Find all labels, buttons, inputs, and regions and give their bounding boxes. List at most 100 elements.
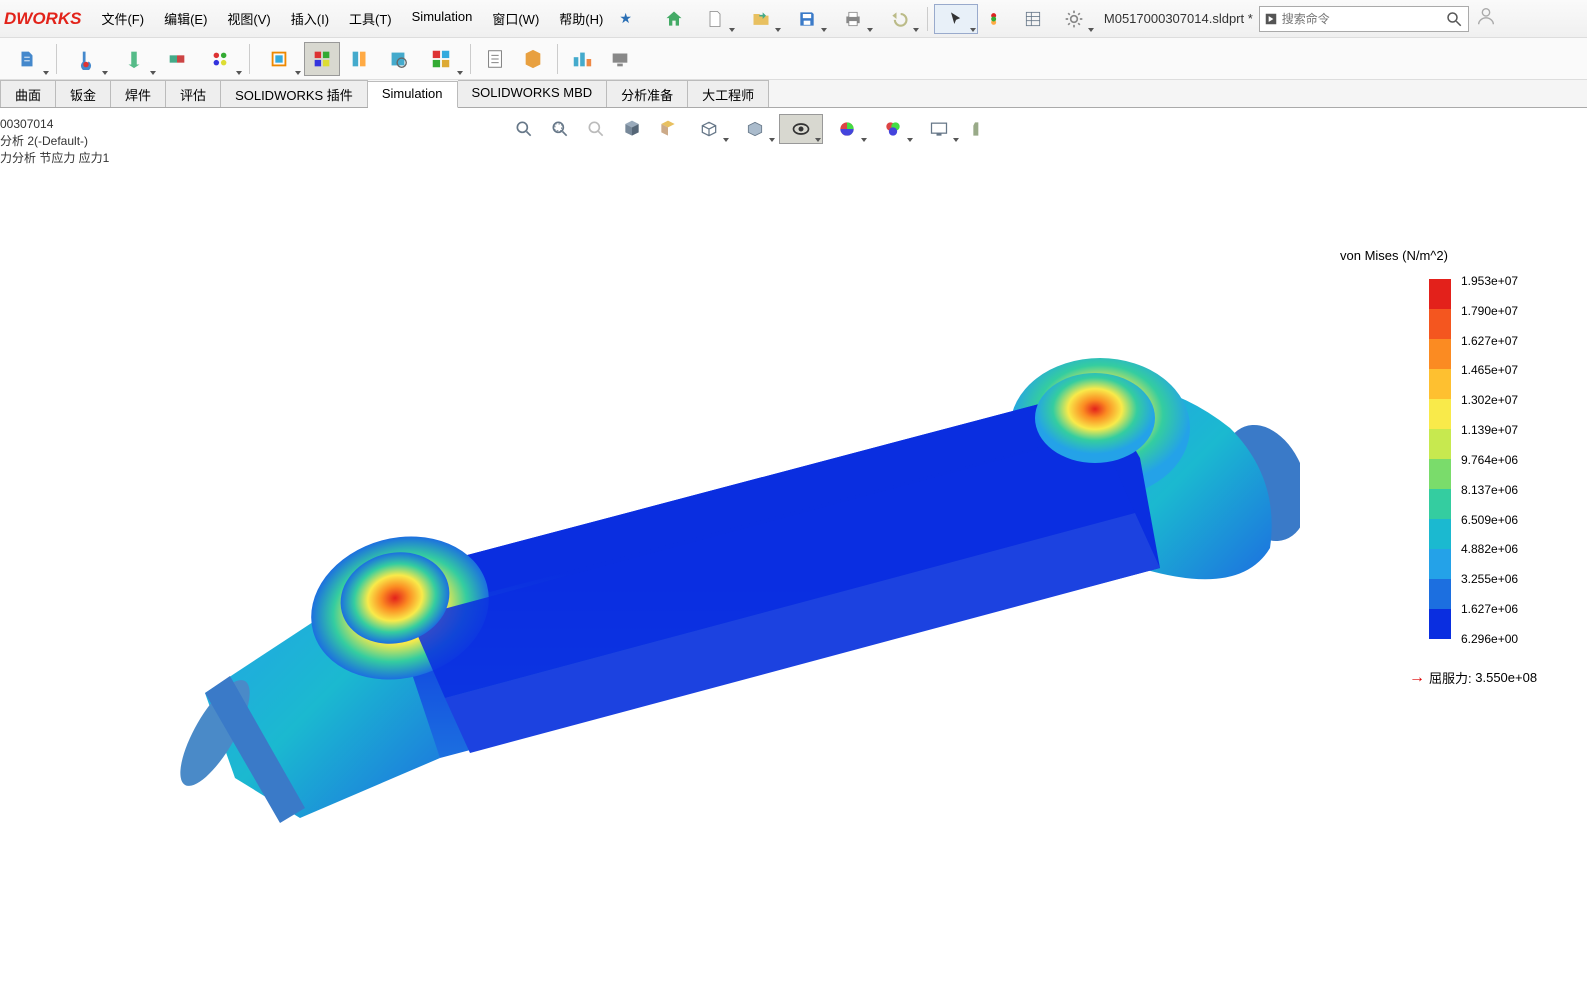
legend-value: 4.882e+06 <box>1461 542 1518 556</box>
legend-value: 1.627e+07 <box>1461 334 1518 348</box>
manage-button[interactable] <box>564 42 600 76</box>
apply-scene-button[interactable] <box>871 114 915 144</box>
tree-node-model[interactable]: 00307014 <box>0 116 109 133</box>
separator <box>470 44 471 74</box>
command-tab-strip: 曲面 钣金 焊件 评估 SOLIDWORKS 插件 Simulation SOL… <box>0 80 1587 108</box>
search-box[interactable] <box>1259 6 1469 32</box>
yield-label: 屈服力: <box>1429 668 1472 687</box>
home-button[interactable] <box>657 4 691 34</box>
options-button[interactable] <box>1016 4 1050 34</box>
view-orientation-button[interactable] <box>687 114 731 144</box>
fixtures-button[interactable] <box>111 42 157 76</box>
select-button[interactable] <box>934 4 978 34</box>
tab-weldments[interactable]: 焊件 <box>111 80 166 107</box>
previous-view-button[interactable] <box>579 114 613 144</box>
simulation-toolbar <box>0 38 1587 80</box>
legend-title: von Mises (N/m^2) <box>1249 248 1539 263</box>
search-icon[interactable] <box>1440 10 1468 28</box>
tab-evaluate[interactable]: 评估 <box>166 80 221 107</box>
zoom-area-button[interactable] <box>543 114 577 144</box>
legend-value: 1.627e+06 <box>1461 602 1518 616</box>
menu-window[interactable]: 窗口(W) <box>482 5 549 32</box>
edit-appearance-button[interactable] <box>825 114 869 144</box>
legend-value: 1.139e+07 <box>1461 423 1518 437</box>
feature-tree[interactable]: 00307014 分析 2(-Default-) 力分析 节应力 应力1 <box>0 116 109 166</box>
tab-engineer[interactable]: 大工程师 <box>688 80 769 107</box>
new-button[interactable] <box>693 4 737 34</box>
separator <box>56 44 57 74</box>
save-button[interactable] <box>785 4 829 34</box>
search-scope-icon[interactable] <box>1260 12 1282 26</box>
quick-access-toolbar <box>657 4 1096 34</box>
menu-help[interactable]: 帮助(H) <box>549 5 613 32</box>
hide-show-button[interactable] <box>779 114 823 144</box>
menu-view[interactable]: 视图(V) <box>217 5 280 32</box>
settings-button[interactable] <box>1052 4 1096 34</box>
display-style-button[interactable] <box>733 114 777 144</box>
rebuild-button[interactable] <box>980 4 1014 34</box>
graphics-area[interactable]: 00307014 分析 2(-Default-) 力分析 节应力 应力1 <box>0 108 1587 992</box>
zoom-fit-button[interactable] <box>507 114 541 144</box>
undo-button[interactable] <box>877 4 921 34</box>
report-button[interactable] <box>477 42 513 76</box>
section-view-button[interactable] <box>615 114 649 144</box>
legend-value: 1.790e+07 <box>1461 304 1518 318</box>
legend-seg <box>1429 339 1451 369</box>
legend-value: 9.764e+06 <box>1461 453 1518 467</box>
legend-seg <box>1429 279 1451 309</box>
tab-surface[interactable]: 曲面 <box>0 80 56 107</box>
legend-value: 3.255e+06 <box>1461 572 1518 586</box>
apply-material-button[interactable] <box>63 42 109 76</box>
stress-legend: von Mises (N/m^2) 1.953e+07 1.790e+07 1.… <box>1249 248 1539 639</box>
menu-insert[interactable]: 插入(I) <box>281 5 339 32</box>
yield-strength-marker: → 屈服力: 3.550e+08 <box>1409 668 1537 687</box>
menu-items: 文件(F) 编辑(E) 视图(V) 插入(I) 工具(T) Simulation… <box>91 5 613 32</box>
legend-seg <box>1429 429 1451 459</box>
yield-arrow-icon: → <box>1409 669 1425 687</box>
include-image-button[interactable] <box>515 42 551 76</box>
separator <box>249 44 250 74</box>
menubar: DWORKS 文件(F) 编辑(E) 视图(V) 插入(I) 工具(T) Sim… <box>0 0 1587 38</box>
legend-seg <box>1429 519 1451 549</box>
document-filename: M0517000307014.sldprt * <box>1104 11 1253 26</box>
pin-icon[interactable]: ★ <box>619 10 632 27</box>
tab-addins[interactable]: SOLIDWORKS 插件 <box>221 80 368 107</box>
study-advisor-button[interactable] <box>4 42 50 76</box>
tab-analysis-prep[interactable]: 分析准备 <box>607 80 688 107</box>
compare-results-button[interactable] <box>418 42 464 76</box>
tab-simulation[interactable]: Simulation <box>368 81 458 108</box>
menu-tool[interactable]: 工具(T) <box>339 5 402 32</box>
fea-model-plot <box>180 288 1300 848</box>
tab-sheetmetal[interactable]: 钣金 <box>56 80 111 107</box>
shell-manager-button[interactable] <box>256 42 302 76</box>
legend-value: 1.465e+07 <box>1461 363 1518 377</box>
menu-file[interactable]: 文件(F) <box>91 5 154 32</box>
run-button[interactable] <box>304 42 340 76</box>
connections-button[interactable] <box>197 42 243 76</box>
print-button[interactable] <box>831 4 875 34</box>
legend-seg <box>1429 369 1451 399</box>
legend-seg <box>1429 459 1451 489</box>
legend-value: 6.509e+06 <box>1461 513 1518 527</box>
legend-labels: 1.953e+07 1.790e+07 1.627e+07 1.465e+07 … <box>1461 274 1518 646</box>
user-icon[interactable] <box>1475 5 1501 32</box>
view-divider-button[interactable] <box>963 114 997 144</box>
legend-seg <box>1429 579 1451 609</box>
view-settings-button[interactable] <box>917 114 961 144</box>
menu-edit[interactable]: 编辑(E) <box>154 5 217 32</box>
deformed-result-button[interactable] <box>380 42 416 76</box>
dynamic-annotation-button[interactable] <box>651 114 685 144</box>
offload-button[interactable] <box>602 42 638 76</box>
tree-node-study[interactable]: 分析 2(-Default-) <box>0 133 109 150</box>
open-button[interactable] <box>739 4 783 34</box>
legend-seg <box>1429 399 1451 429</box>
results-button[interactable] <box>342 42 378 76</box>
heads-up-view-toolbar <box>505 112 999 146</box>
menu-simulation[interactable]: Simulation <box>402 5 483 32</box>
tab-mbd[interactable]: SOLIDWORKS MBD <box>458 80 608 107</box>
tree-node-result[interactable]: 力分析 节应力 应力1 <box>0 150 109 167</box>
legend-seg <box>1429 309 1451 339</box>
app-logo: DWORKS <box>0 9 91 29</box>
search-input[interactable] <box>1282 12 1440 26</box>
external-loads-button[interactable] <box>159 42 195 76</box>
